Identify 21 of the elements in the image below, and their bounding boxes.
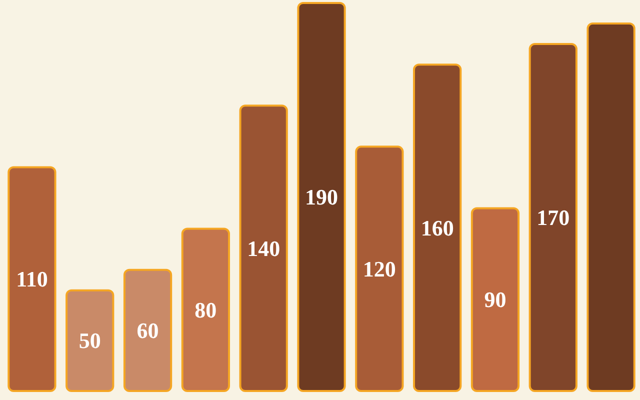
- data-label: 60: [136, 318, 159, 343]
- data-label: 170: [536, 205, 570, 230]
- bar: [470, 207, 520, 392]
- bar: [8, 166, 56, 392]
- data-label: 50: [78, 328, 101, 354]
- data-label: 140: [247, 236, 280, 261]
- bar: [181, 228, 230, 392]
- data-label: 120: [362, 256, 396, 282]
- data-label: 90: [484, 287, 506, 312]
- bar: [412, 64, 462, 392]
- bar: [355, 146, 404, 392]
- bar: [528, 43, 578, 392]
- bar: [66, 289, 114, 392]
- bar: [123, 268, 172, 392]
- data-label: 160: [420, 215, 454, 240]
- bar: [586, 22, 636, 392]
- data-label: 190: [305, 184, 338, 210]
- data-label: 80: [194, 297, 217, 322]
- bar: [239, 104, 288, 392]
- data-label: 110: [16, 266, 48, 292]
- bar: [297, 2, 346, 392]
